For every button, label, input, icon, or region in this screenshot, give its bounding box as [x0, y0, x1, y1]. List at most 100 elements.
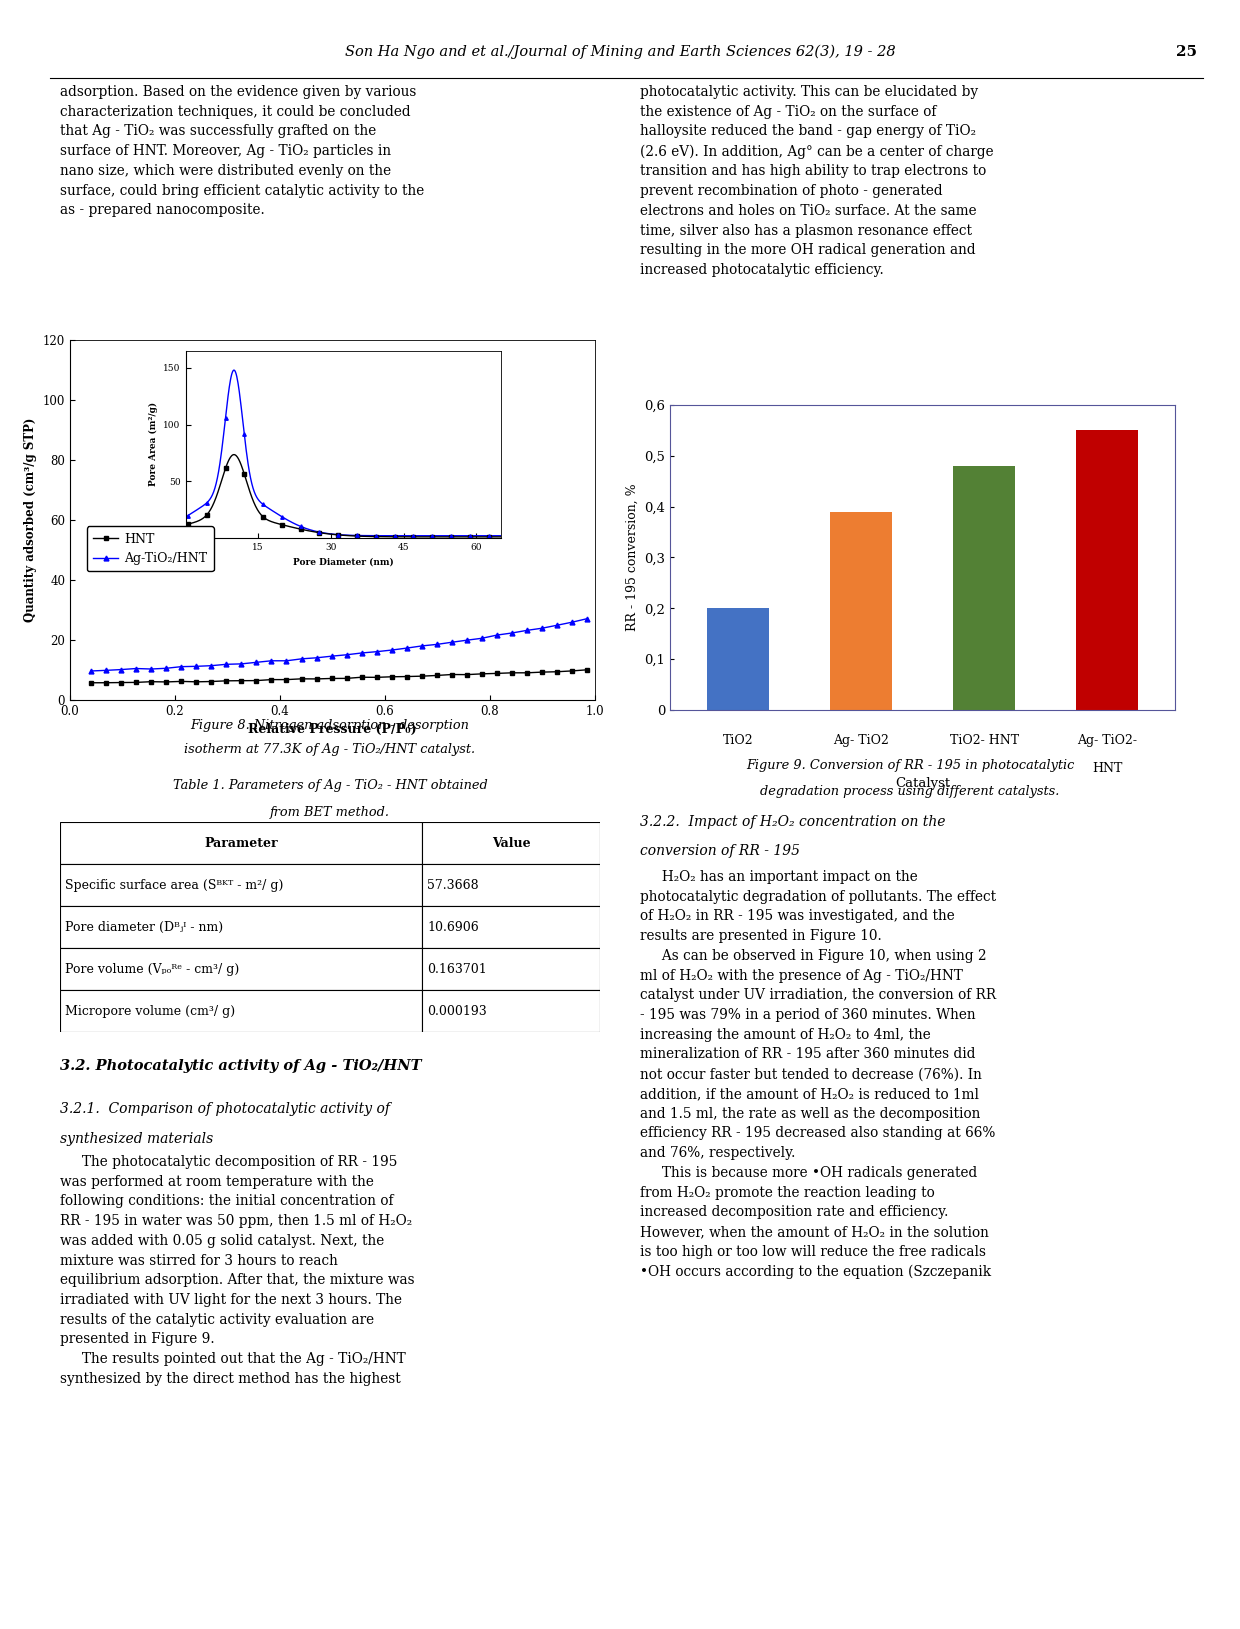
Ag-TiO₂/HNT: [219, 655, 234, 674]
HNT: [279, 670, 294, 689]
Ag-TiO₂/HNT: [188, 656, 203, 676]
Text: 10.6906: 10.6906: [428, 920, 479, 933]
HNT: [370, 668, 384, 687]
Text: Micropore volume (cm³/ g): Micropore volume (cm³/ g): [66, 1005, 236, 1018]
HNT: [234, 671, 249, 691]
Text: H₂O₂ has an important impact on the
photocatalytic degradation of pollutants. Th: H₂O₂ has an important impact on the phot…: [640, 870, 996, 1279]
FancyBboxPatch shape: [60, 906, 422, 948]
HNT: [340, 668, 355, 687]
HNT: [99, 673, 114, 692]
Ag-TiO₂/HNT: [534, 619, 549, 639]
Ag-TiO₂/HNT: [520, 621, 534, 640]
Ag-TiO₂/HNT: [414, 637, 429, 656]
HNT: [249, 671, 264, 691]
Text: The photocatalytic decomposition of RR - 195
was performed at room temperature w: The photocatalytic decomposition of RR -…: [60, 1155, 414, 1386]
Ag-TiO₂/HNT: [324, 647, 339, 666]
FancyBboxPatch shape: [422, 948, 600, 990]
Text: conversion of RR - 195: conversion of RR - 195: [640, 844, 800, 858]
Text: adsorption. Based on the evidence given by various
characterization techniques, : adsorption. Based on the evidence given …: [60, 85, 424, 217]
HNT: [414, 666, 429, 686]
Ag-TiO₂/HNT: [384, 640, 399, 660]
Y-axis label: RR - 195 conversion, %: RR - 195 conversion, %: [626, 484, 639, 632]
Ag-TiO₂/HNT: [370, 642, 384, 661]
Text: degradation process using different catalysts.: degradation process using different cata…: [760, 785, 1060, 798]
Text: isotherm at 77.3K of Ag - TiO₂/HNT catalyst.: isotherm at 77.3K of Ag - TiO₂/HNT catal…: [185, 743, 476, 756]
Text: Figure 9. Conversion of RR - 195 in photocatalytic: Figure 9. Conversion of RR - 195 in phot…: [745, 759, 1074, 772]
HNT: [144, 671, 159, 691]
HNT: [309, 670, 324, 689]
Y-axis label: Quantity adsorbed (cm³/g STP): Quantity adsorbed (cm³/g STP): [25, 417, 37, 622]
Ag-TiO₂/HNT: [475, 629, 490, 648]
Ag-TiO₂/HNT: [294, 648, 309, 668]
Ag-TiO₂/HNT: [129, 658, 144, 678]
Ag-TiO₂/HNT: [549, 616, 564, 635]
Bar: [954, 466, 1014, 710]
Ag-TiO₂/HNT: [83, 661, 98, 681]
HNT: [384, 666, 399, 686]
Ag-TiO₂/HNT: [174, 656, 188, 676]
Text: Son Ha Ngo and et al./Journal of Mining and Earth Sciences 62(3), 19 - 28: Son Ha Ngo and et al./Journal of Mining …: [345, 46, 895, 59]
HNT: [264, 670, 279, 689]
Text: Table 1. Parameters of Ag - TiO₂ - HNT obtained: Table 1. Parameters of Ag - TiO₂ - HNT o…: [172, 779, 487, 792]
HNT: [83, 673, 98, 692]
HNT: [444, 665, 459, 684]
HNT: [188, 673, 203, 692]
FancyBboxPatch shape: [422, 823, 600, 863]
Line: HNT: HNT: [88, 668, 590, 686]
HNT: [580, 660, 595, 679]
Legend: HNT, Ag-TiO₂/HNT: HNT, Ag-TiO₂/HNT: [87, 526, 213, 572]
Text: 25: 25: [1176, 46, 1197, 59]
HNT: [549, 661, 564, 681]
Ag-TiO₂/HNT: [99, 661, 114, 681]
HNT: [203, 671, 218, 691]
HNT: [490, 663, 505, 683]
Text: 0.000193: 0.000193: [428, 1005, 487, 1018]
Ag-TiO₂/HNT: [340, 645, 355, 665]
FancyBboxPatch shape: [60, 948, 422, 990]
HNT: [355, 668, 370, 687]
Line: Ag-TiO₂/HNT: Ag-TiO₂/HNT: [88, 616, 590, 673]
Ag-TiO₂/HNT: [460, 630, 475, 650]
Ag-TiO₂/HNT: [203, 656, 218, 676]
HNT: [460, 665, 475, 684]
X-axis label: Relative Pressure (P/P₀): Relative Pressure (P/P₀): [248, 723, 417, 736]
Bar: [1076, 430, 1138, 710]
HNT: [520, 663, 534, 683]
HNT: [475, 665, 490, 684]
HNT: [399, 666, 414, 686]
HNT: [324, 668, 339, 687]
Text: Catalyst: Catalyst: [895, 777, 950, 790]
Text: 57.3668: 57.3668: [428, 878, 479, 891]
FancyBboxPatch shape: [60, 823, 422, 863]
Text: 3.2.1.  Comparison of photocatalytic activity of: 3.2.1. Comparison of photocatalytic acti…: [60, 1101, 391, 1116]
Bar: [707, 608, 769, 710]
Text: TiO2- HNT: TiO2- HNT: [950, 735, 1018, 748]
Ag-TiO₂/HNT: [144, 660, 159, 679]
Ag-TiO₂/HNT: [279, 652, 294, 671]
Ag-TiO₂/HNT: [114, 660, 129, 679]
Text: Pore diameter (Dᴮⱼᴵ - nm): Pore diameter (Dᴮⱼᴵ - nm): [66, 920, 223, 933]
Ag-TiO₂/HNT: [399, 639, 414, 658]
Bar: [830, 512, 892, 710]
Text: TiO2: TiO2: [723, 735, 753, 748]
Text: HNT: HNT: [1092, 762, 1122, 775]
Ag-TiO₂/HNT: [564, 613, 579, 632]
Ag-TiO₂/HNT: [264, 652, 279, 671]
Text: Pore volume (Vₚₒᴿᵉ - cm³/ g): Pore volume (Vₚₒᴿᵉ - cm³/ g): [66, 963, 239, 976]
Text: Ag- TiO2: Ag- TiO2: [833, 735, 889, 748]
HNT: [505, 663, 520, 683]
Text: Value: Value: [491, 837, 531, 849]
HNT: [429, 666, 444, 686]
Ag-TiO₂/HNT: [234, 655, 249, 674]
Text: Figure 8. Nitrogen adsorption - desorption: Figure 8. Nitrogen adsorption - desorpti…: [191, 718, 470, 731]
Ag-TiO₂/HNT: [429, 635, 444, 655]
FancyBboxPatch shape: [60, 990, 422, 1033]
FancyBboxPatch shape: [422, 863, 600, 906]
Text: Ag- TiO2-: Ag- TiO2-: [1078, 735, 1137, 748]
HNT: [159, 673, 174, 692]
Ag-TiO₂/HNT: [505, 624, 520, 643]
HNT: [174, 671, 188, 691]
Text: 0.163701: 0.163701: [428, 963, 487, 976]
Ag-TiO₂/HNT: [355, 643, 370, 663]
Ag-TiO₂/HNT: [580, 609, 595, 629]
